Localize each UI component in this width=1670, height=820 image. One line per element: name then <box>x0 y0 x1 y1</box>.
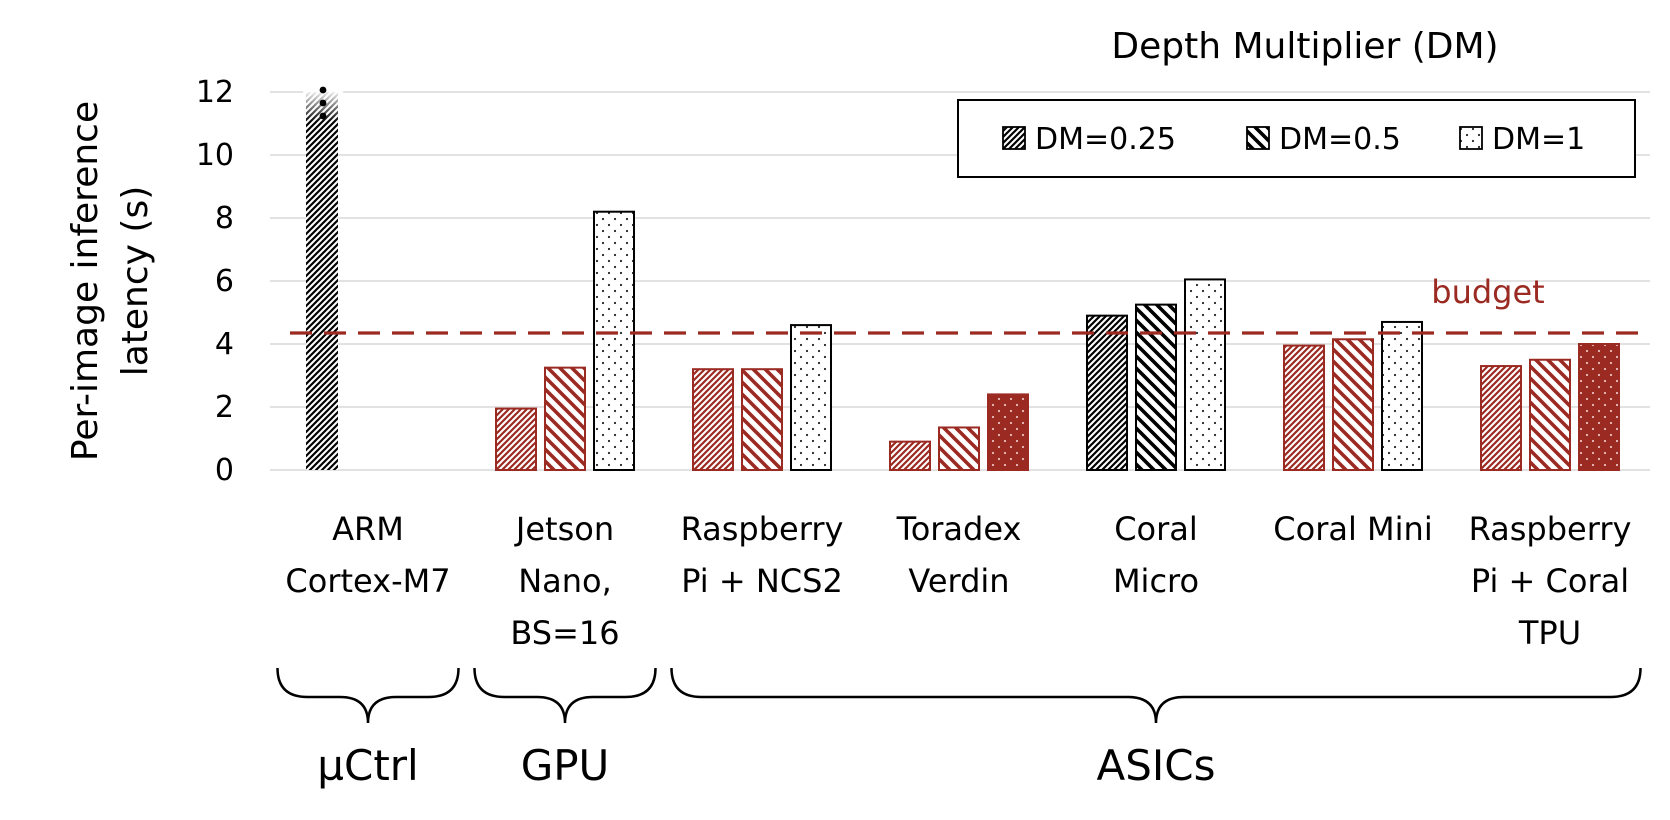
group-bracket <box>473 667 657 724</box>
y-tick-label: 4 <box>215 327 234 362</box>
group-label: ASICs <box>1097 741 1216 790</box>
group-bracket <box>670 667 1642 724</box>
y-tick-label: 6 <box>215 264 234 299</box>
bar <box>889 440 931 471</box>
bar <box>1184 278 1226 471</box>
group-brackets: µCtrl GPU ASICs <box>276 667 1642 790</box>
group-bracket <box>276 667 460 724</box>
bars <box>303 86 1620 472</box>
bar <box>987 393 1029 471</box>
category-label: Toradex <box>896 510 1022 548</box>
category-label: Pi + NCS2 <box>681 562 843 600</box>
truncation-dot <box>319 86 327 94</box>
budget-label: budget <box>1431 273 1544 311</box>
legend-entry-label: DM=1 <box>1492 122 1585 157</box>
bar <box>1480 365 1522 471</box>
legend-swatch <box>1459 126 1483 150</box>
bar <box>790 324 832 471</box>
bar <box>593 210 635 471</box>
truncation-dot <box>319 99 327 107</box>
legend-entry-label: DM=0.25 <box>1035 122 1176 157</box>
category-label: Coral <box>1114 510 1198 548</box>
group-label: GPU <box>521 741 610 790</box>
category-label: Verdin <box>908 562 1009 600</box>
category-label: Micro <box>1113 562 1199 600</box>
y-tick-label: 8 <box>215 201 234 236</box>
y-tick-label: 12 <box>196 75 234 110</box>
category-labels: ARM Cortex-M7 Jetson Nano, BS=16 Raspberry Pi … <box>285 510 1631 652</box>
y-axis-label-line: latency (s) <box>115 186 156 377</box>
y-axis-label-line: Per-image inference <box>65 101 106 461</box>
legend-box <box>957 99 1636 178</box>
legend-title: Depth Multiplier (DM) <box>1111 26 1498 67</box>
category-label: TPU <box>1518 614 1581 652</box>
budget-line-group: budget <box>290 273 1650 335</box>
category-label: Nano, <box>518 562 612 600</box>
truncation-dot <box>319 112 327 120</box>
y-tick-label: 10 <box>196 138 234 173</box>
legend: Depth Multiplier (DM) DM=0.25 DM=0.5 DM=1 <box>957 26 1636 178</box>
bar <box>938 426 980 472</box>
legend-entry-label: DM=0.5 <box>1279 122 1401 157</box>
category-label: Cortex-M7 <box>285 562 450 600</box>
bar <box>1086 314 1128 471</box>
category-label: Raspberry <box>1469 510 1632 548</box>
bar <box>1529 358 1571 471</box>
bar <box>1135 303 1177 471</box>
category-label: Raspberry <box>681 510 844 548</box>
category-label: Pi + Coral <box>1471 562 1629 600</box>
bar <box>1332 338 1374 471</box>
bar <box>1381 320 1423 472</box>
category-label: ARM <box>332 510 404 548</box>
bar <box>306 92 338 470</box>
y-tick-label: 0 <box>215 453 234 488</box>
category-label: BS=16 <box>510 614 619 652</box>
category-label: Jetson <box>514 510 614 548</box>
bar <box>692 368 734 472</box>
category-label: Coral Mini <box>1273 510 1432 548</box>
y-tick-labels: 0 2 4 6 8 10 12 <box>196 75 234 488</box>
bar <box>1283 344 1325 472</box>
y-tick-label: 2 <box>215 390 234 425</box>
bar <box>1578 343 1620 471</box>
legend-swatch <box>1002 126 1026 150</box>
bar <box>495 407 537 472</box>
bar <box>544 366 586 471</box>
y-axis-label: Per-image inference latency (s) <box>65 101 156 461</box>
group-label: µCtrl <box>317 741 418 790</box>
legend-swatch <box>1246 126 1270 150</box>
bar <box>741 368 783 472</box>
